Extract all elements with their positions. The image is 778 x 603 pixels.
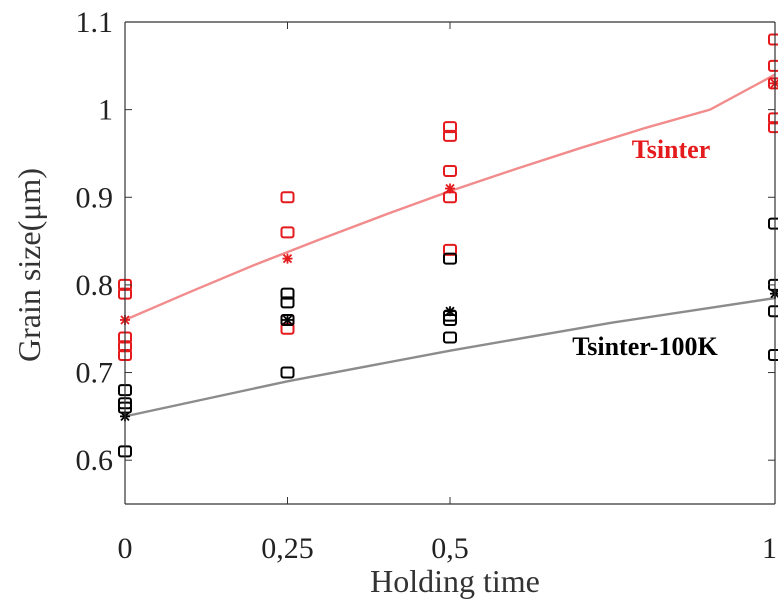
y-tick-label: 0.9 xyxy=(76,181,114,214)
plot-area: Tsinter Tsinter-100K xyxy=(118,33,778,458)
data-point xyxy=(280,287,295,300)
axes: 0.6 0.7 0.8 0.9 1 1.1 0 0,25 0,5 1 xyxy=(76,6,778,565)
data-point xyxy=(443,252,457,265)
mean-marker xyxy=(445,183,455,194)
y-tick-label: 1 xyxy=(98,94,113,127)
mean-marker xyxy=(282,314,293,325)
x-tick-label: 0,5 xyxy=(431,532,469,565)
mean-marker-stroke xyxy=(445,183,455,194)
y-tick-label: 0.8 xyxy=(76,269,114,302)
y-tick-label: 0.7 xyxy=(76,357,114,390)
x-tick-label: 0 xyxy=(118,532,133,565)
data-point xyxy=(768,305,778,318)
y-tick-label: 1.1 xyxy=(76,6,114,39)
mean-marker-stroke xyxy=(282,253,293,264)
annotation-0: Tsinter xyxy=(632,135,711,164)
mean-marker-stroke xyxy=(445,306,455,316)
labels: Holding time Grain size(μm) xyxy=(11,168,540,599)
data-point xyxy=(768,217,778,230)
mean-marker xyxy=(445,306,455,317)
mean-marker xyxy=(282,253,293,264)
data-point xyxy=(443,243,457,256)
data-point xyxy=(443,164,457,177)
x-tick-label: 0,25 xyxy=(261,532,314,565)
annotation-1: Tsinter-100K xyxy=(572,332,718,361)
mean-marker-stroke xyxy=(282,315,293,325)
data-point xyxy=(443,121,457,134)
data-point xyxy=(768,33,778,46)
y-axis-label: Grain size(μm) xyxy=(11,168,47,362)
data-point xyxy=(280,366,295,379)
data-point xyxy=(443,129,457,142)
data-point xyxy=(768,349,778,362)
data-point xyxy=(280,191,295,204)
x-axis-label: Holding time xyxy=(370,563,540,599)
series-0-fit-line xyxy=(124,73,776,322)
x-tick-label: 1 xyxy=(762,532,777,565)
data-point xyxy=(280,226,295,239)
y-tick-label: 0.6 xyxy=(76,444,114,477)
series-1-fit-line xyxy=(124,296,776,418)
data-point xyxy=(768,59,778,72)
mean-marker xyxy=(770,78,778,89)
data-point xyxy=(443,331,457,344)
data-point xyxy=(280,296,295,309)
